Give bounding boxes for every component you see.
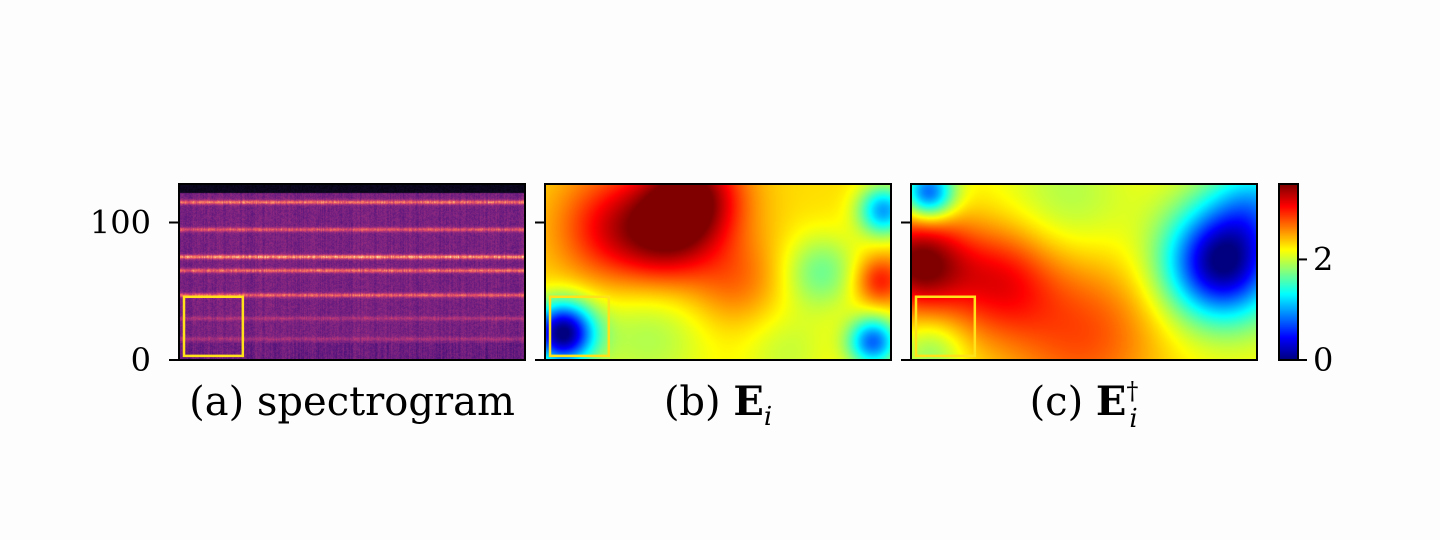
caption-text-a: spectrogram — [257, 379, 515, 425]
y-tick-label-0: 0 — [131, 341, 151, 379]
caption-sub-c: i — [1129, 404, 1137, 434]
panels-group — [178, 183, 1258, 361]
caption-a: (a) spectrogram — [189, 379, 515, 425]
colorbar-tick-label-2: 2 — [1313, 240, 1333, 278]
panel-frame-b — [544, 183, 892, 361]
heatmap-image-a — [179, 184, 525, 360]
caption-c: (c) E† i — [1030, 377, 1139, 434]
caption-prefix-c: (c) — [1030, 379, 1096, 425]
highlight-box-a — [182, 295, 245, 358]
highlight-box-c — [914, 295, 977, 358]
y-axis: 0 100 — [90, 204, 911, 379]
caption-sup-c: † — [1126, 377, 1138, 405]
colorbar-tick-label-0: 0 — [1313, 341, 1333, 379]
highlight-box-b — [548, 295, 611, 358]
heatmap-image-c — [911, 184, 1257, 360]
heatmap-image-b — [545, 184, 891, 360]
caption-sub-b: i — [764, 402, 772, 432]
colorbar-gradient — [1279, 184, 1298, 360]
y-tick-label-100: 100 — [90, 204, 151, 242]
captions: (a) spectrogram (b) Ei (c) E† i — [189, 377, 1138, 434]
caption-b: (b) Ei — [664, 378, 772, 432]
colorbar-frame — [1278, 183, 1299, 361]
caption-prefix-a: (a) — [189, 379, 257, 425]
caption-symbol-b: E — [733, 378, 764, 425]
panel-frame-c — [910, 183, 1258, 361]
panel-frame-a — [178, 183, 526, 361]
colorbar: 02 — [1278, 183, 1333, 379]
caption-prefix-b: (b) — [664, 379, 734, 425]
caption-symbol-c: E — [1096, 378, 1127, 425]
